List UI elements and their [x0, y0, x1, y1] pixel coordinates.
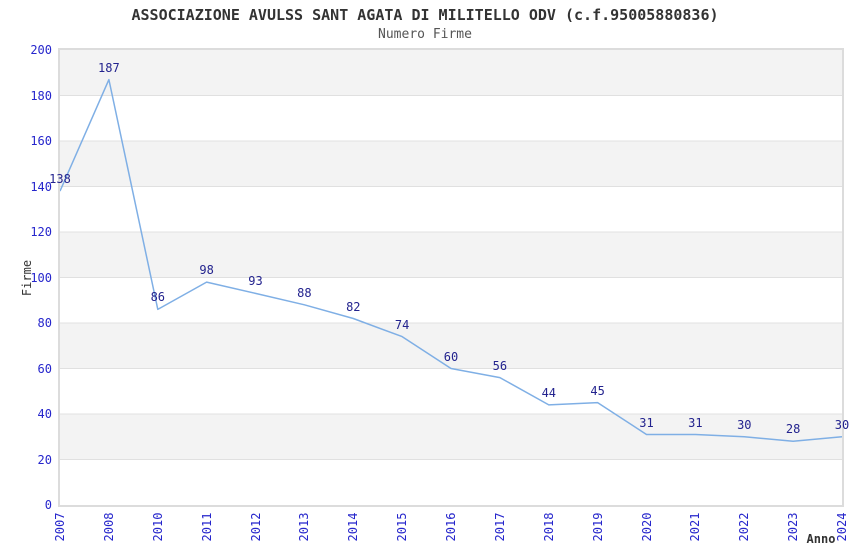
chart-subtitle: Numero Firme — [378, 27, 472, 42]
x-tick-label: 2021 — [688, 512, 703, 542]
line-chart-svg — [60, 50, 842, 505]
data-point-label: 45 — [590, 383, 605, 398]
x-tick-label: 2015 — [395, 512, 410, 542]
plot-band — [60, 368, 842, 414]
x-tick-label: 2011 — [199, 512, 214, 542]
x-tick-label: 2016 — [444, 512, 458, 542]
x-axis-title: Anno — [806, 532, 836, 546]
data-point-label: 44 — [541, 385, 557, 400]
plot-band — [60, 277, 842, 323]
x-tick-label: 2017 — [492, 512, 507, 542]
data-line — [60, 78, 842, 443]
plot-band — [60, 95, 842, 141]
data-point-label: 98 — [199, 263, 214, 278]
data-point-label: 60 — [443, 349, 459, 364]
y-tick-label: 20 — [37, 452, 52, 467]
data-point-label: 30 — [737, 417, 752, 432]
data-point-label: 30 — [834, 417, 850, 432]
y-tick-label: 100 — [30, 270, 52, 285]
y-tick-label: 120 — [30, 225, 52, 239]
y-tick-label: 180 — [30, 88, 52, 103]
plot-band — [60, 141, 842, 187]
y-axis-title: Firme — [20, 259, 34, 297]
y-tick-label: 160 — [30, 134, 52, 148]
plot-band — [60, 186, 842, 232]
plot-band — [60, 459, 842, 505]
x-tick-label: 2008 — [101, 512, 116, 542]
x-tick-label: 2014 — [346, 512, 361, 542]
y-tick-label: 40 — [37, 407, 52, 421]
data-point-label: 82 — [346, 299, 361, 314]
data-point-label: 56 — [492, 358, 508, 373]
x-tick-label: 2022 — [737, 512, 752, 542]
y-tick-label: 80 — [37, 316, 52, 330]
data-point-label: 28 — [785, 422, 801, 437]
x-tick-label: 2012 — [248, 512, 263, 542]
y-tick-label: 200 — [30, 43, 52, 57]
x-tick-label: 2010 — [150, 512, 165, 542]
data-point-label: 31 — [639, 415, 654, 430]
data-point-label: 88 — [297, 285, 312, 300]
data-point-label: 93 — [248, 274, 263, 289]
data-point-label: 187 — [98, 60, 120, 75]
plot-band — [60, 414, 842, 460]
y-tick-label: 0 — [44, 498, 52, 512]
data-point-label: 86 — [150, 290, 166, 305]
plot-area — [58, 48, 844, 507]
y-tick-label: 140 — [30, 179, 52, 194]
x-tick-label: 2007 — [53, 512, 67, 542]
data-point-label: 138 — [49, 172, 71, 187]
x-tick-label: 2023 — [786, 512, 801, 542]
plot-band — [60, 50, 842, 96]
plot-band — [60, 323, 842, 369]
data-point-label: 31 — [688, 415, 703, 430]
plot-band — [60, 232, 842, 278]
data-point-label: 74 — [394, 317, 410, 332]
x-tick-label: 2020 — [639, 512, 654, 542]
x-tick-label: 2013 — [297, 512, 312, 542]
y-tick-label: 60 — [37, 361, 52, 376]
x-tick-label: 2024 — [835, 512, 849, 542]
x-tick-label: 2019 — [590, 512, 605, 542]
chart-title: ASSOCIAZIONE AVULSS SANT AGATA DI MILITE… — [131, 6, 719, 24]
x-tick-label: 2018 — [541, 512, 556, 542]
